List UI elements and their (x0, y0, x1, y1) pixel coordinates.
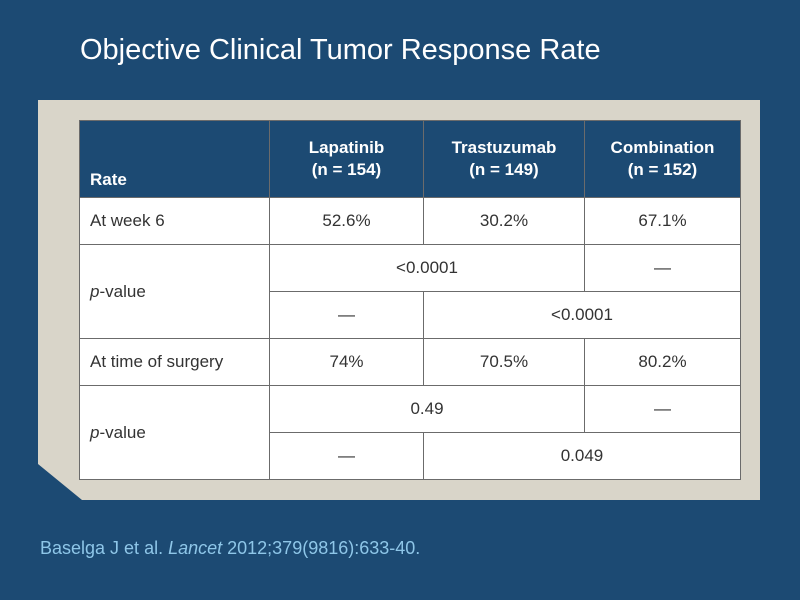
header-trastuzumab-n: (n = 149) (469, 160, 539, 179)
header-rate: Rate (79, 120, 270, 198)
cell-week6-trastuzumab: 30.2% (423, 197, 585, 245)
table-row-surgery: At time of surgery 74% 70.5% 80.2% (79, 338, 741, 386)
cell-pvalue-week6-lap-vs-tras: <0.0001 (269, 244, 585, 292)
pvalue-rest: -value (99, 422, 146, 442)
citation-authors: Baselga J et al. (40, 538, 169, 558)
header-lapatinib-n: (n = 154) (311, 160, 382, 179)
header-lapatinib: Lapatinib (n = 154) (269, 120, 424, 198)
cell-pvalue-surgery-dash-b: — (269, 432, 424, 480)
row-label-pvalue-week6: p-value (79, 244, 270, 339)
table-row-pvalue-surgery-a: p-value 0.49 — (79, 385, 741, 480)
response-rate-table: Rate Lapatinib (n = 154) Trastuzumab (n … (79, 120, 741, 480)
cell-surgery-lapatinib: 74% (269, 338, 424, 386)
citation-journal: Lancet (168, 538, 223, 558)
cell-pvalue-week6-dash-a: — (584, 244, 741, 292)
cell-week6-lapatinib: 52.6% (269, 197, 424, 245)
pvalue-p: p (90, 422, 100, 442)
pvalue-p: p (90, 281, 100, 301)
row-label-surgery: At time of surgery (79, 338, 270, 386)
table-row-week6: At week 6 52.6% 30.2% 67.1% (79, 197, 741, 245)
cell-pvalue-surgery-tras-vs-comb: 0.049 (423, 432, 741, 480)
table-row-pvalue-surgery-b: — 0.049 (80, 432, 741, 480)
header-lapatinib-name: Lapatinib (308, 138, 385, 157)
cell-pvalue-week6-dash-b: — (269, 291, 424, 339)
row-label-week6: At week 6 (79, 197, 270, 245)
cell-surgery-combination: 80.2% (584, 338, 741, 386)
row-label-pvalue-surgery: p-value (79, 385, 270, 480)
citation: Baselga J et al. Lancet 2012;379(9816):6… (40, 538, 420, 559)
citation-details: 2012;379(9816):633-40. (222, 538, 421, 558)
cell-pvalue-week6-tras-vs-comb: <0.0001 (423, 291, 741, 339)
header-combination: Combination (n = 152) (584, 120, 741, 198)
header-combination-name: Combination (610, 138, 715, 157)
cell-week6-combination: 67.1% (584, 197, 741, 245)
cell-surgery-trastuzumab: 70.5% (423, 338, 585, 386)
table-header-row: Rate Lapatinib (n = 154) Trastuzumab (n … (79, 120, 741, 198)
header-trastuzumab: Trastuzumab (n = 149) (423, 120, 585, 198)
header-combination-n: (n = 152) (627, 160, 698, 179)
pvalue-rest: -value (99, 281, 146, 301)
header-trastuzumab-name: Trastuzumab (451, 138, 557, 157)
table-row-pvalue-week6-a: p-value <0.0001 — (79, 244, 741, 339)
slide-title: Objective Clinical Tumor Response Rate (80, 34, 601, 66)
cell-pvalue-surgery-lap-vs-tras: 0.49 (269, 385, 585, 433)
cell-pvalue-surgery-dash-a: — (584, 385, 741, 433)
